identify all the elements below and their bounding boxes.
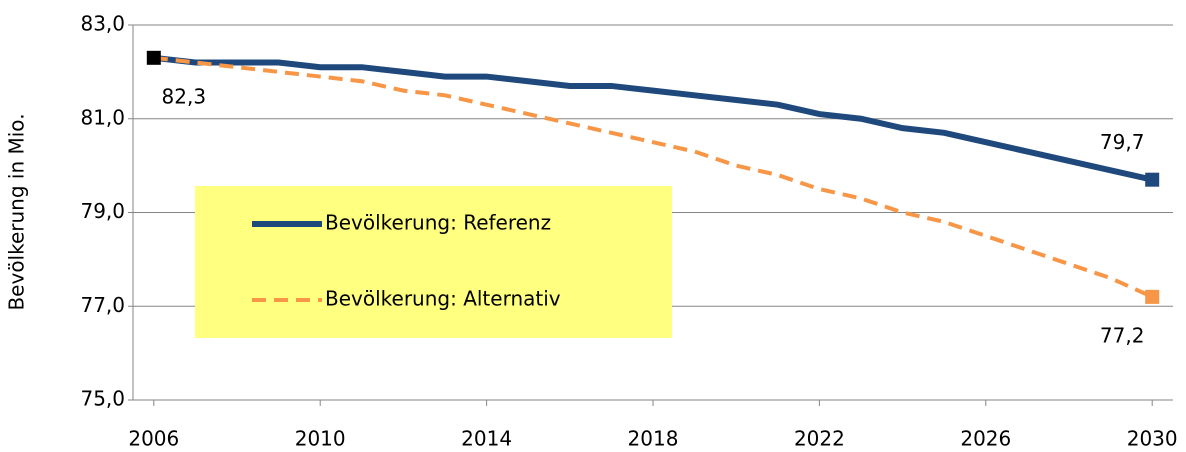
marker	[146, 50, 161, 65]
x-tick-label: 2010	[295, 427, 346, 451]
data-label: 79,7	[1100, 130, 1145, 154]
x-tick-label: 2030	[1127, 427, 1178, 451]
y-tick-label: 79,0	[80, 199, 125, 223]
legend-label: Bevölkerung: Alternativ	[325, 287, 561, 311]
y-tick-label: 83,0	[80, 12, 125, 36]
legend-label: Bevölkerung: Referenz	[325, 211, 551, 235]
x-tick-label: 2006	[128, 427, 179, 451]
marker	[1145, 172, 1160, 187]
x-tick-label: 2014	[461, 427, 512, 451]
data-label: 77,2	[1100, 323, 1145, 347]
x-tick-label: 2018	[628, 427, 679, 451]
y-axis-label: Bevölkerung in Mio.	[5, 113, 29, 310]
y-tick-label: 75,0	[80, 387, 125, 411]
marker	[1145, 289, 1160, 304]
y-tick-label: 81,0	[80, 105, 125, 129]
data-label: 82,3	[162, 84, 207, 108]
legend	[195, 186, 672, 338]
x-tick-label: 2022	[794, 427, 845, 451]
series-line	[153, 55, 1154, 299]
y-tick-label: 77,0	[80, 293, 125, 317]
series-line	[153, 54, 1153, 183]
x-tick-label: 2026	[960, 427, 1011, 451]
